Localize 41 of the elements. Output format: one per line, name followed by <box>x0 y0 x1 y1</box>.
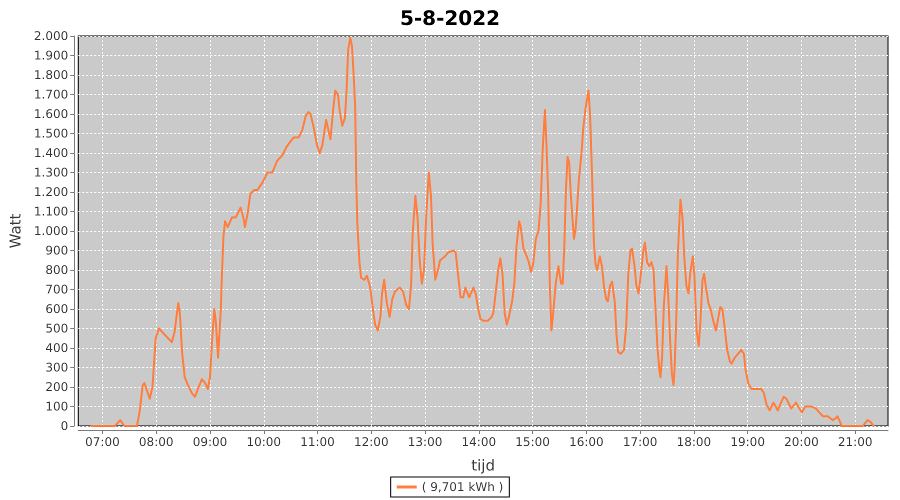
x-tick-label: 15:00 <box>515 435 550 449</box>
x-tick-label: 21:00 <box>838 435 872 449</box>
y-tick-label: 700 <box>45 282 68 296</box>
x-tick-label: 12:00 <box>354 435 389 449</box>
x-tick-label: 17:00 <box>622 435 658 449</box>
y-tick-label: 900 <box>45 244 68 258</box>
y-tick-label: 0 <box>60 419 68 433</box>
line-series <box>90 36 874 427</box>
chart-title: 5-8-2022 <box>400 6 500 30</box>
y-tick-label: 1.800 <box>34 68 68 82</box>
x-tick-label: 08:00 <box>138 435 174 449</box>
y-tick-label: 100 <box>45 400 68 414</box>
legend-label: ( 9,701 kWh ) <box>422 480 504 494</box>
y-tick-label: 1.000 <box>34 224 68 238</box>
y-tick-label: 600 <box>45 302 68 316</box>
x-tick-label: 13:00 <box>408 435 442 449</box>
x-tick-label: 11:00 <box>300 435 335 449</box>
y-tick-label: 500 <box>45 322 68 336</box>
y-tick-label: 2.000 <box>34 29 68 43</box>
y-tick-label: 1.300 <box>34 166 68 180</box>
y-tick-label: 200 <box>45 380 68 394</box>
y-tick-label: 1.400 <box>34 146 68 160</box>
y-tick-label: 1.600 <box>34 107 68 121</box>
x-axis-title: tijd <box>471 456 495 474</box>
y-axis-title: Watt <box>6 213 24 248</box>
y-tick-label: 1.200 <box>34 185 68 199</box>
y-tick-label: 1.900 <box>34 48 68 62</box>
y-tick-label: 1.500 <box>34 126 68 140</box>
x-tick-label: 10:00 <box>246 435 282 449</box>
x-tick-label: 19:00 <box>730 435 765 449</box>
x-tick-label: 18:00 <box>676 435 712 449</box>
x-tick-label: 16:00 <box>569 435 604 449</box>
x-tick-label: 14:00 <box>462 435 496 449</box>
x-tick-label: 07:00 <box>85 435 120 449</box>
y-tick-label: 1.100 <box>34 204 68 218</box>
y-tick-label: 300 <box>45 360 68 374</box>
y-tick-label: 800 <box>45 263 68 277</box>
y-tick-label: 1.700 <box>34 88 68 102</box>
x-tick-label: 09:00 <box>192 435 228 449</box>
y-tick-label: 400 <box>45 341 68 355</box>
x-tick-label: 20:00 <box>784 435 819 449</box>
